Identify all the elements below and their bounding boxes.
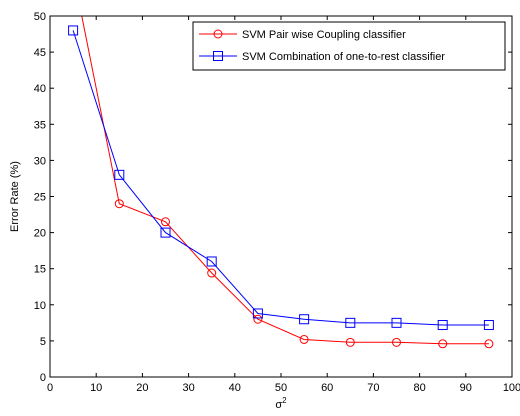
x-axis-title-superscript: 2	[282, 396, 287, 405]
x-tick-label: 80	[413, 382, 425, 394]
series-1-point	[345, 337, 355, 347]
legend-marker-1	[213, 29, 223, 39]
y-tick-label: 30	[34, 155, 46, 167]
series-1-point	[438, 339, 448, 349]
x-tick-label: 20	[136, 382, 148, 394]
y-tick-label: 20	[34, 228, 46, 240]
y-tick-label: 25	[34, 192, 46, 204]
series-1-point	[161, 217, 170, 227]
x-tick-label: 60	[321, 382, 333, 394]
x-tick-label: 90	[460, 382, 472, 394]
y-tick-label: 15	[34, 264, 46, 276]
series-2-point	[160, 227, 171, 238]
x-axis-title: σ2	[275, 396, 287, 411]
y-tick-label: 40	[34, 83, 46, 95]
legend-box	[192, 21, 506, 71]
x-tick-label: 10	[90, 382, 102, 394]
x-tick-label: 30	[182, 382, 194, 394]
series-2-point	[68, 25, 79, 36]
series-1-point	[299, 334, 309, 344]
y-tick-label: 35	[34, 119, 46, 131]
y-tick-label: 10	[34, 300, 46, 312]
x-tick-label: 50	[275, 382, 287, 394]
y-tick-label: 50	[34, 11, 46, 23]
series-2-point	[437, 320, 448, 331]
y-axis-title: Error Rate (%)	[9, 161, 21, 232]
x-tick-label: 0	[47, 382, 53, 394]
legend-label-2: SVM Combination of one-to-rest classifie…	[242, 51, 445, 63]
x-tick-label: 100	[503, 382, 520, 394]
series-line-2	[72, 30, 489, 326]
series-2-point	[206, 256, 217, 267]
y-tick-label: 5	[40, 336, 46, 348]
series-1-point	[114, 199, 124, 209]
legend: SVM Pair wise Coupling classifier SVM Com…	[192, 21, 506, 71]
legend-label-1: SVM Pair wise Coupling classifier	[242, 29, 406, 41]
series-1-point	[392, 337, 401, 347]
series-2-point	[483, 320, 494, 331]
y-tick-label: 45	[34, 47, 46, 59]
series-1-point	[207, 268, 217, 278]
series-2-point	[114, 169, 125, 180]
y-tick-label: 0	[40, 372, 46, 384]
x-tick-label: 40	[229, 382, 241, 394]
legend-marker-2	[213, 51, 223, 61]
series-2-point	[391, 317, 402, 328]
series-1-point	[253, 314, 263, 324]
series-line-1	[81, 16, 489, 345]
x-tick-label: 70	[367, 382, 379, 394]
series-2-point	[252, 308, 263, 319]
series-2-point	[345, 317, 356, 328]
series-1-point	[484, 339, 494, 349]
series-2-point	[299, 314, 310, 325]
